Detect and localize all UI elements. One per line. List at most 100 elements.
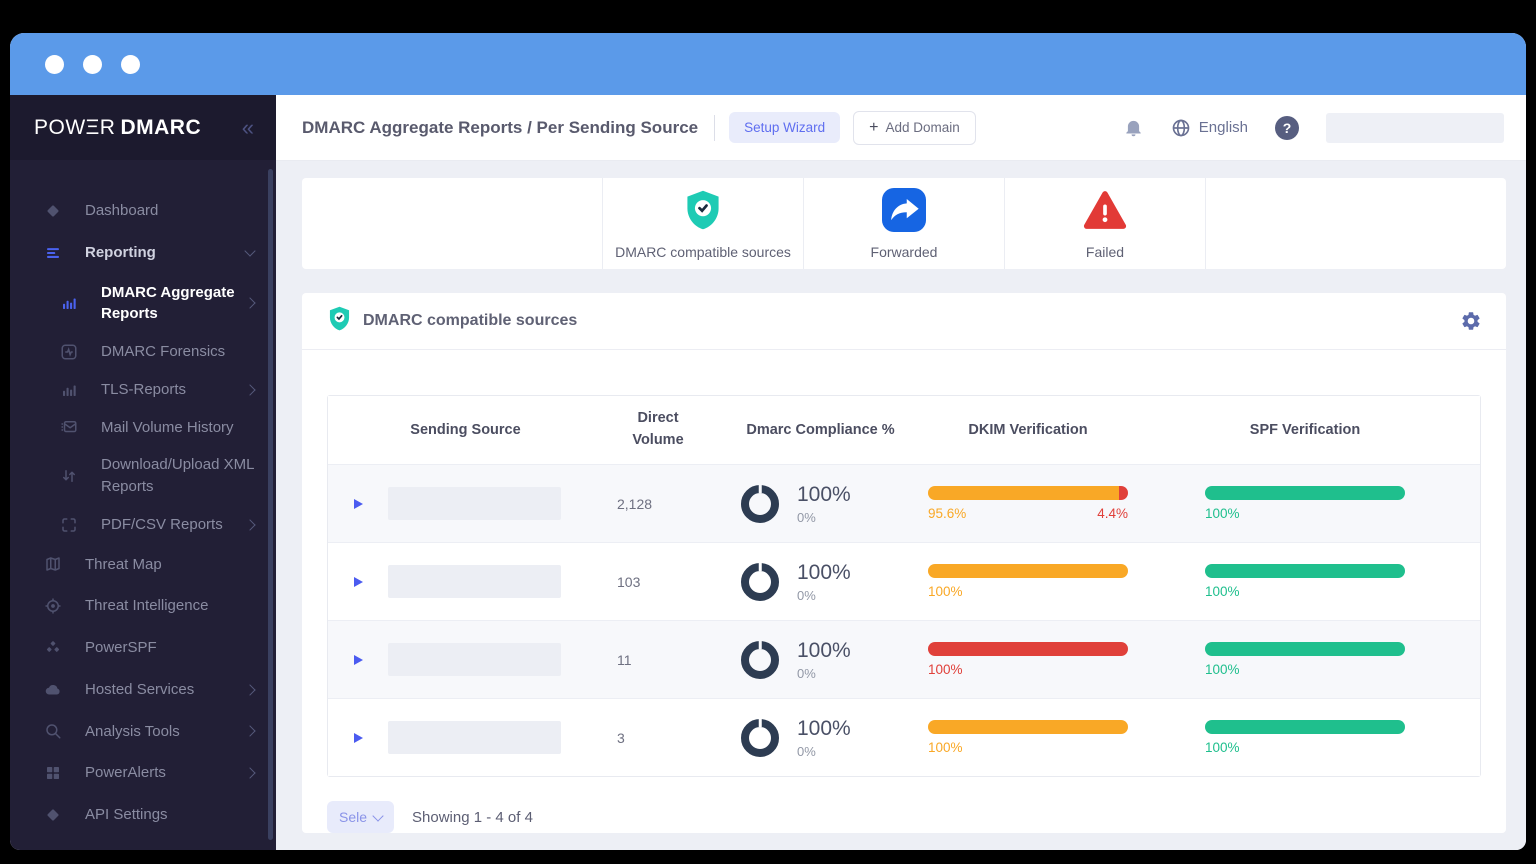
table-row: 103 100% 0% 100% 100% bbox=[328, 542, 1480, 620]
sending-source-redacted bbox=[388, 643, 561, 676]
sending-sources-table: Sending Source Direct Volume Dmarc Compl… bbox=[327, 395, 1481, 777]
expand-row-arrow-icon[interactable] bbox=[353, 654, 363, 665]
sidebar-collapse-icon[interactable]: « bbox=[241, 114, 254, 140]
page-size-select[interactable]: Sele bbox=[327, 801, 395, 833]
dmarc-compliance-cell: 100% 0% bbox=[713, 639, 928, 681]
compliance-sub-percentage: 0% bbox=[797, 587, 816, 603]
dmarc-compliance-cell: 100% 0% bbox=[713, 561, 928, 603]
sidebar-scrollbar[interactable] bbox=[268, 169, 273, 840]
language-selector[interactable]: English bbox=[1171, 118, 1248, 138]
chevron-down-icon bbox=[372, 810, 384, 822]
sidebar-item-hosted-services[interactable]: Hosted Services bbox=[10, 669, 276, 711]
sidebar-item-label: PDF/CSV Reports bbox=[101, 515, 223, 533]
sidebar-item-reporting[interactable]: Reporting bbox=[10, 232, 276, 274]
powerdmarc-logo: POWΞR DMARC bbox=[34, 116, 201, 140]
spf-bar-segment bbox=[1205, 642, 1405, 656]
compliance-percentage: 100% bbox=[797, 482, 851, 506]
sidebar-item-threat-intelligence[interactable]: Threat Intelligence bbox=[10, 585, 276, 627]
sidebar-item-pdf-csv-reports[interactable]: PDF/CSV Reports bbox=[10, 506, 276, 544]
help-icon[interactable]: ? bbox=[1275, 115, 1299, 140]
sending-source-redacted bbox=[388, 565, 561, 598]
user-info-redacted[interactable] bbox=[1326, 112, 1504, 143]
tab-forwarded[interactable]: Forwarded bbox=[803, 178, 1004, 269]
setup-wizard-button[interactable]: Setup Wizard bbox=[729, 112, 841, 143]
sidebar-item-analysis-tools[interactable]: Analysis Tools bbox=[10, 711, 276, 753]
sidebar-item-label: Threat Map bbox=[85, 555, 162, 573]
dkim-bar-labels: 100% bbox=[928, 584, 1128, 599]
summary-blank bbox=[302, 178, 602, 269]
tab-failed[interactable]: Failed bbox=[1004, 178, 1205, 269]
sidebar-item-threat-map[interactable]: Threat Map bbox=[10, 544, 276, 586]
expand-row-arrow-icon[interactable] bbox=[353, 732, 363, 743]
sending-source-cell bbox=[388, 487, 603, 520]
sidebar-item-dmarc-forensics[interactable]: DMARC Forensics bbox=[10, 333, 276, 371]
expand-row-arrow-icon[interactable] bbox=[353, 576, 363, 587]
dkim-bar-segment bbox=[1119, 486, 1128, 500]
panel-header: DMARC compatible sources bbox=[302, 293, 1506, 350]
gear-icon[interactable] bbox=[1460, 310, 1482, 332]
dkim-bar bbox=[928, 642, 1128, 656]
summary-tabs-card: DMARC compatible sources Forwarded Failed bbox=[302, 178, 1506, 269]
sidebar-item-label: API Settings bbox=[85, 806, 168, 823]
spf-bar-labels: 100% bbox=[1205, 506, 1405, 521]
dkim-percentage: 95.6% bbox=[928, 506, 967, 521]
compliance-percentage: 100% bbox=[797, 560, 851, 584]
chevron-right-icon bbox=[244, 725, 256, 738]
dkim-bar-segment bbox=[928, 486, 1120, 500]
compliance-donut-chart bbox=[741, 562, 779, 601]
brackets-icon bbox=[60, 516, 80, 534]
shield-check-icon bbox=[326, 305, 353, 337]
compliance-percentage: 100% bbox=[797, 638, 851, 662]
sidebar-item-download-upload-xml-reports[interactable]: Download/Upload XML Reports bbox=[10, 446, 276, 506]
sidebar-item-label: DMARC Forensics bbox=[101, 343, 226, 360]
notification-bell-icon[interactable] bbox=[1123, 117, 1144, 138]
direct-volume-value: 2,128 bbox=[617, 495, 653, 512]
chevron-right-icon bbox=[244, 767, 256, 779]
sidebar: POWΞR DMARC « Dashboard Reporting DMARC Agg… bbox=[10, 95, 276, 850]
expand-cell bbox=[328, 576, 388, 587]
sidebar-logo-row: POWΞR DMARC « bbox=[10, 95, 276, 160]
sidebar-item-label: DMARC Aggregate Reports bbox=[101, 283, 235, 323]
dkim-bar-segment bbox=[928, 720, 1128, 734]
dkim-percentage: 100% bbox=[928, 740, 963, 755]
summary-blank bbox=[1205, 178, 1506, 269]
sending-source-cell bbox=[388, 643, 603, 676]
dkim-percentage: 100% bbox=[928, 662, 963, 677]
page-title: DMARC Aggregate Reports / Per Sending So… bbox=[302, 117, 699, 137]
compliance-donut-chart bbox=[741, 718, 779, 757]
dkim-bar-cell: 100% bbox=[928, 564, 1128, 599]
direct-volume-value: 3 bbox=[617, 729, 625, 746]
header-divider bbox=[714, 114, 716, 141]
expand-row-arrow-icon[interactable] bbox=[353, 498, 363, 509]
window-control-dot[interactable] bbox=[121, 54, 140, 74]
dkim-bar-segment bbox=[928, 564, 1128, 578]
globe-icon bbox=[1171, 118, 1191, 138]
add-domain-button[interactable]: + Add Domain bbox=[853, 110, 976, 145]
window-control-dot[interactable] bbox=[83, 54, 102, 74]
sidebar-item-dmarc-aggregate-reports[interactable]: DMARC Aggregate Reports bbox=[10, 274, 276, 334]
spf-bar-cell: 100% bbox=[1205, 486, 1405, 521]
table-row: 11 100% 0% 100% 100% bbox=[328, 620, 1480, 698]
dkim-bar-cell: 100% bbox=[928, 642, 1128, 677]
tab-dmarc-compatible-sources[interactable]: DMARC compatible sources bbox=[602, 178, 803, 269]
dkim-bar-labels: 95.6% 4.4% bbox=[928, 506, 1128, 521]
sidebar-item-poweralerts[interactable]: PowerAlerts bbox=[10, 752, 276, 794]
expand-cell bbox=[328, 732, 388, 743]
shield-check-icon bbox=[681, 188, 725, 235]
bar-chart-icon bbox=[60, 381, 80, 399]
sidebar-item-tls-reports[interactable]: TLS-Reports bbox=[10, 371, 276, 409]
column-dkim-verification: DKIM Verification bbox=[968, 422, 1088, 438]
window-control-dot[interactable] bbox=[45, 54, 64, 74]
spf-bar-segment bbox=[1205, 720, 1405, 734]
sidebar-item-api-settings[interactable]: API Settings bbox=[10, 794, 276, 836]
sidebar-item-powerspf[interactable]: PowerSPF bbox=[10, 627, 276, 669]
dkim-bar-labels: 100% bbox=[928, 740, 1128, 755]
sidebar-item-label: Threat Intelligence bbox=[85, 597, 209, 615]
diamond-icon bbox=[44, 202, 64, 220]
sidebar-item-dashboard[interactable]: Dashboard bbox=[10, 190, 276, 232]
dkim-bar-cell: 100% bbox=[928, 720, 1128, 755]
sidebar-item-mail-volume-history[interactable]: Mail Volume History bbox=[10, 409, 276, 447]
compliance-donut-chart bbox=[741, 640, 779, 679]
crosshair-icon bbox=[44, 597, 64, 615]
spf-bar bbox=[1205, 720, 1405, 734]
